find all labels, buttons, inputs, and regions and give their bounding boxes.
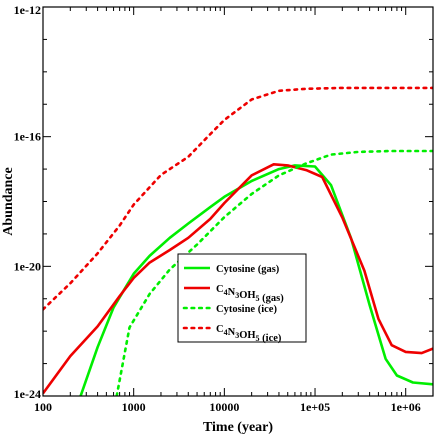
- series-line-4: [43, 86, 433, 311]
- x-tick-label: 1000: [122, 400, 146, 414]
- legend-label-4: C4N3OH5 (ice): [216, 324, 282, 344]
- x-tick-label: 1e+06: [391, 400, 421, 414]
- legend-label-2: C4N3OH5 (gas): [216, 284, 284, 304]
- series-layer: [43, 86, 433, 396]
- x-tick-label: 100: [34, 400, 52, 414]
- tick-layer: 100 1000 10000 1e+05 1e+06 1e-24 1e-20 1e-16 1e-…: [14, 3, 434, 414]
- y-tick-label: 1e-20: [14, 259, 41, 273]
- y-tick-label: 1e-24: [14, 387, 41, 401]
- y-tick-label: 1e-16: [14, 130, 41, 144]
- legend-label-1: Cytosine (gas): [216, 264, 280, 275]
- legend-label-3: Cytosine (ice): [216, 304, 277, 315]
- x-tick-label: 1e+05: [300, 400, 330, 414]
- x-axis-title: Time (year): [203, 420, 273, 435]
- y-axis-title: Abundance: [1, 167, 16, 235]
- legend: Cytosine (gas) C4N3OH5 (gas)Cytosine (ice…: [177, 253, 307, 344]
- series-line-3: [115, 149, 433, 396]
- series-line-2: [43, 163, 433, 395]
- series-line-1: [79, 164, 433, 396]
- x-tick-label: 10000: [209, 400, 239, 414]
- y-tick-label: 1e-12: [14, 3, 41, 17]
